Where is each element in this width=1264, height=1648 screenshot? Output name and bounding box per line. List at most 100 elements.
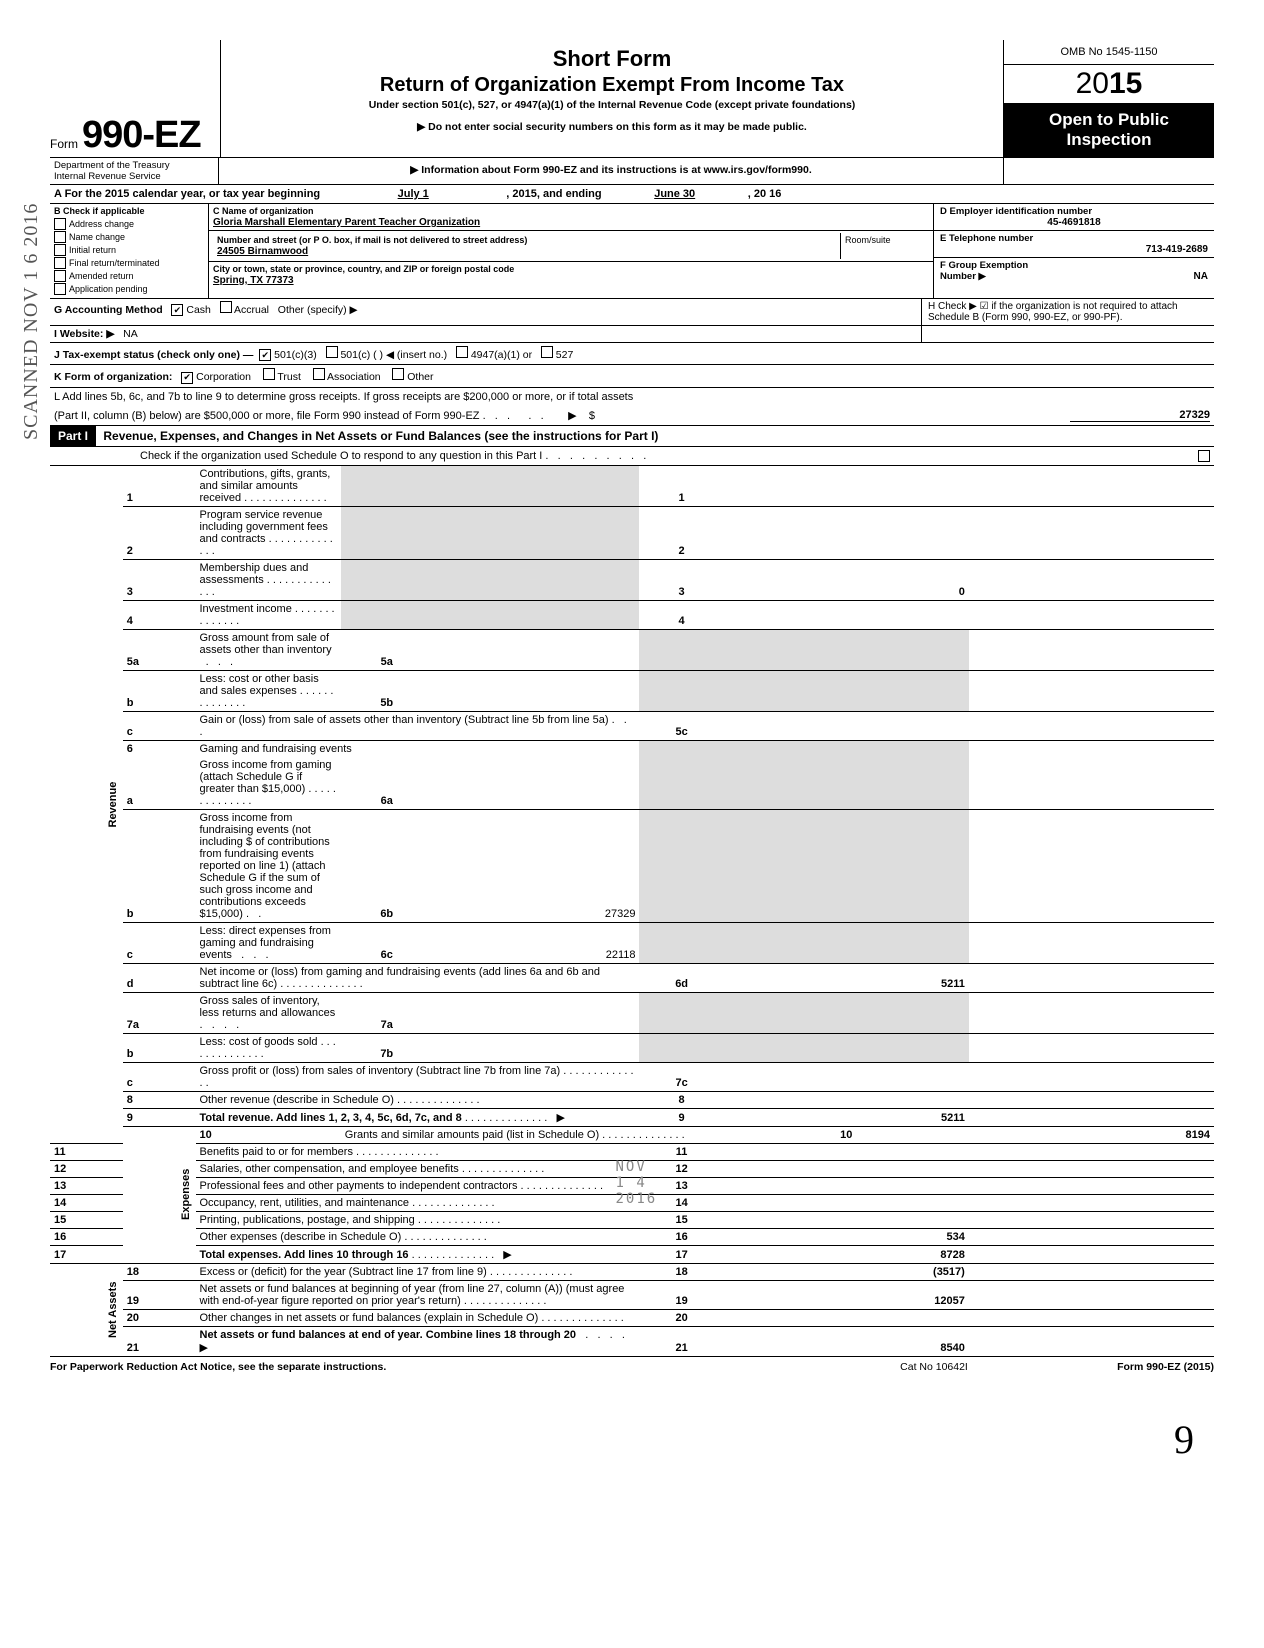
- line-7b-desc: Less: cost of goods sold: [200, 1036, 318, 1048]
- line-20: 20Other changes in net assets or fund ba…: [50, 1309, 1214, 1326]
- line-7c-amt[interactable]: [724, 1062, 969, 1091]
- line-13-amt[interactable]: [724, 1177, 969, 1194]
- line-19-amt[interactable]: 12057: [724, 1280, 969, 1309]
- line-1-amt[interactable]: [724, 466, 969, 507]
- line-6a-mv[interactable]: [433, 757, 640, 810]
- form-number-cell: Form 990-EZ: [50, 40, 221, 157]
- chk-amended-return[interactable]: Amended return: [54, 270, 204, 282]
- line-7b: bLess: cost of goods sold 7b: [50, 1033, 1214, 1062]
- line-20-amt[interactable]: [724, 1309, 969, 1326]
- line-21-amt[interactable]: 8540: [724, 1326, 969, 1356]
- line-10-amt[interactable]: 8194: [969, 1126, 1214, 1143]
- chk-501c[interactable]: [326, 346, 338, 358]
- line-6c-mv[interactable]: 22118: [433, 922, 640, 963]
- phone-value[interactable]: 713-419-2689: [940, 244, 1208, 255]
- line-8-num: 8: [639, 1091, 723, 1108]
- form-prefix: Form: [50, 137, 78, 151]
- gross-receipts-total: 27329: [1070, 409, 1210, 422]
- line-15-num: 15: [639, 1211, 723, 1228]
- line-8: 8Other revenue (describe in Schedule O) …: [50, 1091, 1214, 1108]
- part-i-table: Revenue 1Contributions, gifts, grants, a…: [50, 466, 1214, 1357]
- line-16-amt[interactable]: 534: [724, 1228, 969, 1245]
- line-18-num: 18: [639, 1263, 723, 1280]
- line-11-amt[interactable]: [724, 1143, 969, 1160]
- row-j-tax-exempt: J Tax-exempt status (check only one) — ✔…: [50, 343, 1214, 366]
- line-5b-mv[interactable]: [433, 670, 640, 711]
- revenue-side-label: Revenue: [50, 466, 123, 1144]
- j-lbl: J Tax-exempt status (check only one) —: [54, 349, 253, 361]
- chk-other-org[interactable]: [392, 368, 404, 380]
- line-1: Revenue 1Contributions, gifts, grants, a…: [50, 466, 1214, 507]
- d-lbl: D Employer identification number: [940, 206, 1092, 217]
- form-number: 990-EZ: [82, 114, 201, 157]
- line-5c-amt[interactable]: [724, 711, 969, 740]
- tax-year-begin[interactable]: July 1: [323, 188, 503, 200]
- chk-501c3[interactable]: ✔: [259, 349, 271, 361]
- line-17-amt[interactable]: 8728: [724, 1245, 969, 1263]
- line-3-amt[interactable]: 0: [724, 559, 969, 600]
- line-6b-mini: 6b: [341, 809, 433, 922]
- org-city[interactable]: Spring, TX 77373: [213, 275, 294, 286]
- received-stamp: NOV 1 4 2016: [616, 1159, 658, 1207]
- j-527: 527: [556, 349, 574, 361]
- org-street[interactable]: 24505 Birnamwood: [217, 246, 308, 257]
- line-9-num: 9: [639, 1108, 723, 1126]
- line-9-amt[interactable]: 5211: [724, 1108, 969, 1126]
- chk-schedule-o[interactable]: [1198, 450, 1210, 462]
- line-6b: bGross income from fundraising events (n…: [50, 809, 1214, 922]
- line-4-amt[interactable]: [724, 600, 969, 629]
- line-21: 21Net assets or fund balances at end of …: [50, 1326, 1214, 1356]
- schedule-o-check: Check if the organization used Schedule …: [50, 447, 1214, 466]
- line-12-amt[interactable]: [724, 1160, 969, 1177]
- chk-final-return[interactable]: Final return/terminated: [54, 257, 204, 269]
- d-ein-row: D Employer identification number 45-4691…: [934, 204, 1214, 231]
- line-7a-mv[interactable]: [433, 992, 640, 1033]
- g-accounting: G Accounting Method ✔ Cash Accrual Other…: [50, 299, 921, 325]
- chk-initial-return[interactable]: Initial return: [54, 244, 204, 256]
- i-lbl: I Website: ▶: [54, 328, 114, 340]
- line-17-desc: Total expenses. Add lines 10 through 16: [200, 1249, 409, 1261]
- chk-address-change[interactable]: Address change: [54, 218, 204, 230]
- part-i-title: Revenue, Expenses, and Changes in Net As…: [99, 426, 662, 446]
- omb-number: OMB No 1545-1150: [1004, 40, 1214, 65]
- group-exemption-value[interactable]: NA: [1194, 271, 1208, 282]
- chk-accrual[interactable]: [220, 301, 232, 313]
- chk-application-pending[interactable]: Application pending: [54, 283, 204, 295]
- line-18-amt[interactable]: (3517): [724, 1263, 969, 1280]
- website-value[interactable]: NA: [123, 328, 138, 340]
- line-14-amt[interactable]: [724, 1194, 969, 1211]
- line-2-amt[interactable]: [724, 506, 969, 559]
- line-3-num: 3: [639, 559, 723, 600]
- tax-year-end[interactable]: June 30: [605, 188, 745, 200]
- line-6d: dNet income or (loss) from gaming and fu…: [50, 963, 1214, 992]
- line-2-num: 2: [639, 506, 723, 559]
- line-6d-amt[interactable]: 5211: [724, 963, 969, 992]
- line-6b-mv[interactable]: 27329: [433, 809, 640, 922]
- ein-value[interactable]: 45-4691818: [940, 217, 1208, 228]
- dept-treasury: Department of the Treasury Internal Reve…: [50, 158, 219, 184]
- line-3: 3Membership dues and assessments 30: [50, 559, 1214, 600]
- row-g-h: G Accounting Method ✔ Cash Accrual Other…: [50, 299, 1214, 326]
- line-15-amt[interactable]: [724, 1211, 969, 1228]
- line-8-amt[interactable]: [724, 1091, 969, 1108]
- chk-4947[interactable]: [456, 346, 468, 358]
- line-5a-mv[interactable]: [433, 629, 640, 670]
- line-7b-mv[interactable]: [433, 1033, 640, 1062]
- chk-527[interactable]: [541, 346, 553, 358]
- handwritten-page-number: 9: [1174, 1416, 1194, 1463]
- tax-year: 2015: [1004, 65, 1214, 104]
- chk-association[interactable]: [313, 368, 325, 380]
- footer-paperwork: For Paperwork Reduction Act Notice, see …: [50, 1361, 854, 1373]
- org-name[interactable]: Gloria Marshall Elementary Parent Teache…: [213, 217, 480, 228]
- line-5c: cGain or (loss) from sale of assets othe…: [50, 711, 1214, 740]
- line-14-desc: Occupancy, rent, utilities, and maintena…: [200, 1197, 410, 1209]
- chk-name-change[interactable]: Name change: [54, 231, 204, 243]
- e-phone-row: E Telephone number 713-419-2689: [934, 231, 1214, 258]
- line-4-num: 4: [639, 600, 723, 629]
- g-other: Other (specify) ▶: [278, 304, 358, 316]
- chk-cash[interactable]: ✔: [171, 304, 183, 316]
- k-trust: Trust: [277, 371, 301, 383]
- chk-trust[interactable]: [263, 368, 275, 380]
- e-lbl: E Telephone number: [940, 233, 1033, 244]
- chk-corporation[interactable]: ✔: [181, 372, 193, 384]
